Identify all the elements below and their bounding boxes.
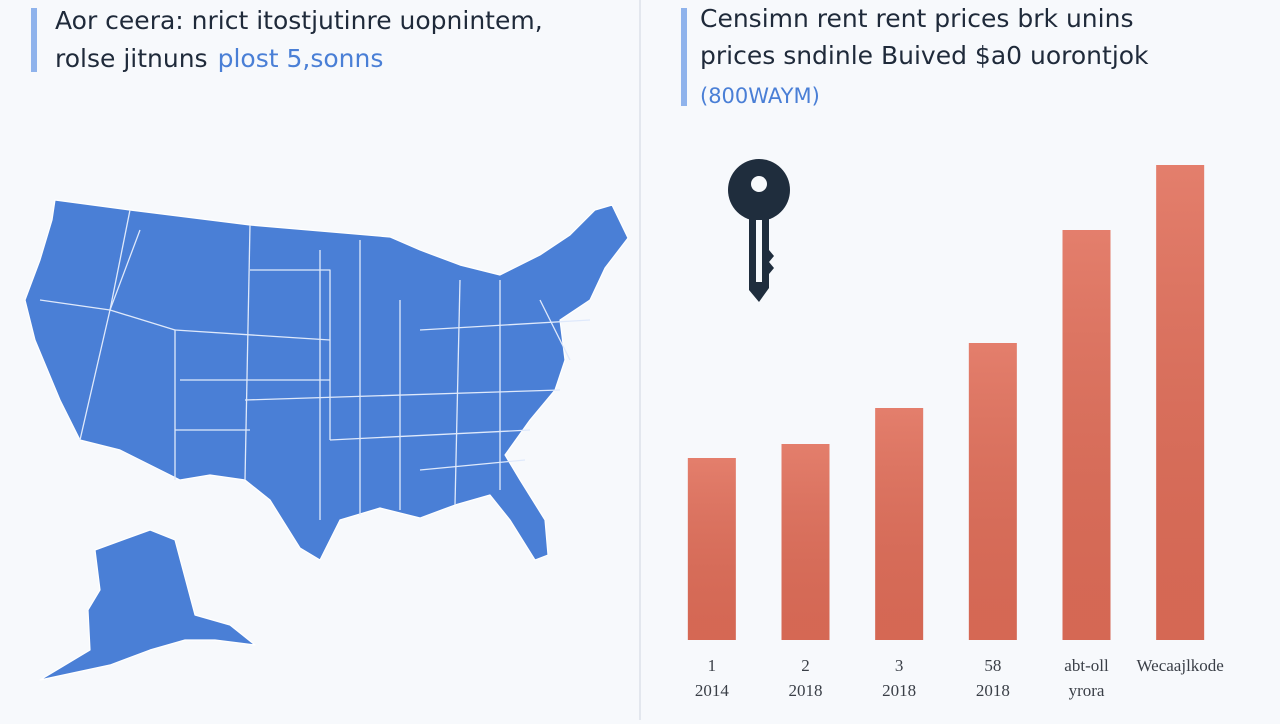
chart-title: Censimn rent rent prices brk unins (700, 4, 1133, 33)
left-title-text: rolse jitnuns (55, 44, 208, 73)
chart-title: prices sndinle Buived $a0 uorontjok (700, 41, 1149, 70)
x-tick-sublabel: 2018 (882, 681, 916, 700)
x-tick-label: 1 (708, 656, 717, 675)
left-title: rolse jitnuns plost 5,sonns (55, 44, 383, 73)
x-tick-sublabel: yrora (1069, 681, 1105, 700)
bar-shade (968, 343, 1017, 640)
key-icon (728, 159, 790, 302)
accent-bar (31, 8, 37, 72)
x-tick-label: Wecaajlkode (1136, 656, 1223, 675)
left-title-highlight: plost 5,sonns (218, 44, 384, 73)
x-tick-sublabel: 2018 (789, 681, 823, 700)
us-map (24, 199, 629, 681)
x-tick-label: abt-oll (1064, 656, 1109, 675)
state-borders (39, 209, 591, 520)
chart-subtitle: (800WAYM) (700, 84, 820, 108)
x-tick-sublabel: 2014 (695, 681, 730, 700)
x-tick-label: 58 (984, 656, 1001, 675)
left-title: Aor ceera: nrict itostjutinre uopnintem, (55, 6, 543, 35)
accent-bar (681, 8, 687, 106)
bar-shade (687, 458, 736, 640)
x-tick-label: 3 (895, 656, 904, 675)
x-tick-sublabel: 2018 (976, 681, 1010, 700)
x-tick-label: 2 (801, 656, 810, 675)
bar-shade (781, 444, 830, 640)
bar-shade (1062, 230, 1111, 640)
bar-shade (1156, 165, 1205, 640)
bar-shade (875, 408, 924, 640)
alaska (39, 529, 256, 681)
